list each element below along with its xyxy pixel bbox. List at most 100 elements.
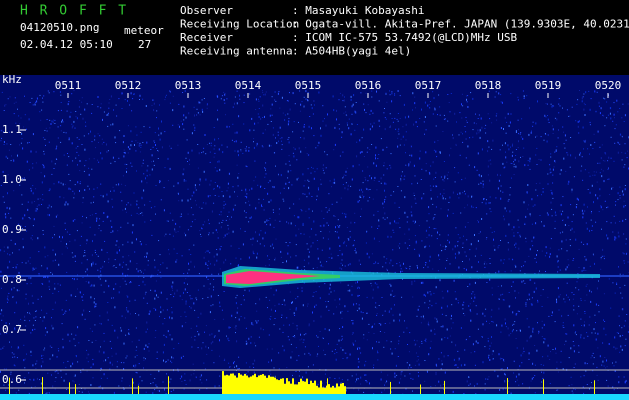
noise-dot	[162, 381, 164, 383]
noise-dot	[135, 364, 137, 367]
noise-dot	[414, 175, 416, 177]
noise-dot	[95, 213, 97, 214]
noise-dot	[208, 223, 210, 225]
noise-dot	[10, 373, 12, 375]
noise-dot	[465, 95, 467, 97]
noise-dot	[36, 209, 38, 212]
noise-dot	[240, 228, 241, 230]
noise-dot	[535, 287, 537, 290]
noise-dot	[182, 355, 184, 357]
noise-dot	[435, 228, 437, 230]
app-title: H R O F F T	[20, 4, 128, 19]
noise-dot	[100, 267, 102, 269]
noise-dot	[384, 218, 386, 220]
noise-dot	[320, 315, 322, 318]
noise-dot	[121, 266, 123, 268]
noise-dot	[573, 258, 575, 260]
noise-dot	[462, 247, 464, 248]
noise-dot	[394, 295, 396, 297]
noise-dot	[416, 315, 418, 317]
noise-dot	[167, 359, 169, 361]
noise-dot	[30, 189, 32, 192]
noise-dot	[245, 327, 247, 329]
noise-dot	[429, 347, 431, 349]
noise-dot	[150, 383, 152, 384]
noise-dot	[386, 217, 388, 219]
noise-dot	[366, 188, 368, 190]
noise-dot	[462, 303, 464, 306]
noise-dot	[352, 322, 354, 325]
noise-dot	[477, 328, 479, 330]
noise-dot	[428, 226, 430, 228]
noise-dot	[606, 101, 608, 103]
noise-dot	[624, 188, 626, 191]
noise-dot	[114, 329, 116, 332]
noise-dot	[450, 147, 452, 149]
noise-dot	[21, 262, 23, 264]
noise-dot	[319, 261, 321, 263]
noise-dot	[173, 248, 175, 250]
noise-dot	[482, 361, 484, 364]
noise-dot	[79, 160, 81, 162]
noise-dot	[427, 266, 429, 268]
noise-dot	[574, 389, 576, 391]
noise-dot	[543, 341, 545, 344]
noise-dot	[96, 187, 98, 189]
noise-dot	[554, 321, 556, 323]
noise-dot	[130, 214, 132, 216]
noise-dot	[378, 323, 380, 324]
noise-dot	[245, 342, 247, 345]
noise-dot	[564, 301, 566, 303]
noise-dot	[101, 138, 103, 140]
noise-dot	[108, 258, 110, 261]
noise-dot	[190, 207, 192, 209]
noise-dot	[313, 135, 315, 137]
noise-dot	[530, 380, 532, 382]
noise-dot	[181, 255, 183, 257]
noise-dot	[130, 162, 132, 164]
noise-dot	[507, 248, 509, 251]
noise-dot	[405, 139, 407, 141]
noise-dot	[365, 374, 367, 376]
noise-dot	[217, 185, 219, 188]
noise-dot	[8, 292, 10, 294]
noise-dot	[551, 208, 553, 210]
noise-dot	[76, 230, 78, 232]
noise-dot	[595, 303, 597, 306]
noise-dot	[214, 319, 216, 320]
noise-dot	[303, 124, 305, 126]
noise-dot	[544, 255, 546, 257]
noise-dot	[487, 150, 489, 153]
noise-dot	[464, 207, 466, 209]
noise-dot	[360, 310, 362, 313]
noise-dot	[426, 370, 428, 372]
noise-dot	[35, 367, 37, 369]
noise-dot	[190, 336, 192, 338]
noise-dot	[498, 353, 500, 356]
noise-dot	[146, 169, 148, 172]
noise-dot	[500, 259, 502, 262]
noise-dot	[31, 97, 33, 99]
noise-dot	[333, 109, 335, 112]
noise-dot	[36, 377, 38, 380]
noise-dot	[87, 361, 89, 363]
noise-dot	[91, 254, 93, 257]
noise-dot	[551, 125, 553, 127]
noise-dot	[573, 350, 575, 353]
noise-dot	[441, 250, 443, 251]
noise-dot	[18, 290, 20, 292]
noise-dot	[219, 186, 221, 189]
noise-dot	[50, 272, 52, 274]
noise-dot	[185, 300, 187, 303]
noise-dot	[286, 260, 287, 263]
level-bar	[222, 371, 224, 396]
noise-dot	[565, 238, 567, 241]
level-bar	[258, 375, 260, 396]
noise-dot	[536, 135, 538, 137]
noise-dot	[345, 174, 347, 176]
noise-dot	[240, 316, 242, 317]
noise-dot	[184, 379, 186, 381]
noise-dot	[391, 100, 393, 103]
noise-dot	[571, 106, 573, 108]
noise-dot	[450, 318, 452, 320]
